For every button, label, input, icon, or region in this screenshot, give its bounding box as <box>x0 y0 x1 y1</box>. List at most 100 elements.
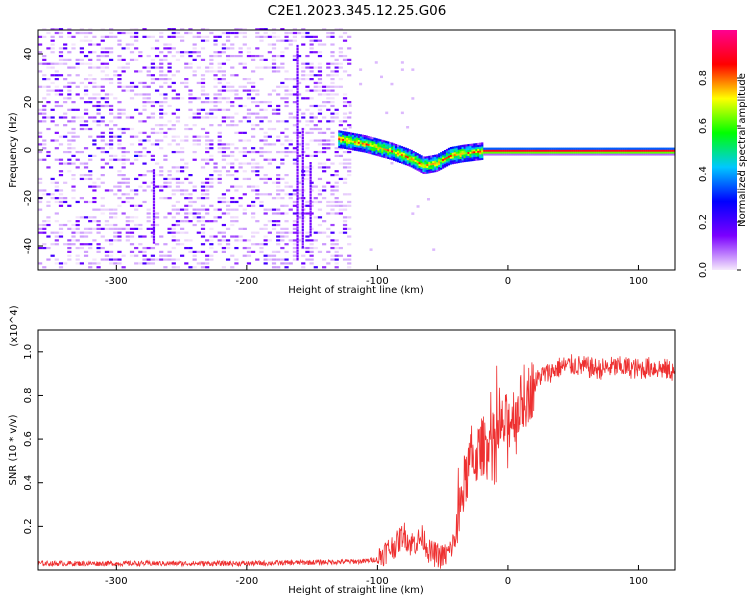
heatmap-signal-cell <box>393 147 396 150</box>
heatmap-cell <box>342 223 348 227</box>
heatmap-signal-cell <box>667 151 670 154</box>
heatmap-cell <box>288 139 293 142</box>
heatmap-cell <box>242 193 247 196</box>
heatmap-streak <box>301 220 304 223</box>
heatmap-streak <box>152 229 156 233</box>
heatmap-cell <box>146 220 151 223</box>
heatmap-signal-cell <box>481 155 484 159</box>
heatmap-cell <box>242 177 247 181</box>
heatmap-cell <box>125 223 130 227</box>
heatmap-signal-cell <box>338 139 341 143</box>
heatmap-cell <box>58 193 64 196</box>
heatmap-cell <box>125 66 130 69</box>
heatmap-signal-cell <box>649 153 652 156</box>
heatmap-signal-cell <box>465 155 468 159</box>
heatmap-cell <box>280 212 285 215</box>
heatmap-cell <box>213 166 218 169</box>
heatmap-signal-cell <box>414 157 417 160</box>
heatmap-cell <box>217 197 222 200</box>
heatmap-cell <box>58 174 64 177</box>
heatmap-signal-cell <box>473 145 476 148</box>
heatmap-cell <box>309 89 314 92</box>
heatmap-signal-cell <box>516 149 519 152</box>
heatmap-cell <box>242 239 247 242</box>
heatmap-cell <box>75 74 80 77</box>
heatmap-cell <box>217 150 222 154</box>
heatmap-signal-cell <box>447 161 451 164</box>
heatmap-signal-cell <box>655 151 658 154</box>
heatmap-signal-cell <box>612 147 615 150</box>
heatmap-streak <box>296 188 299 192</box>
heatmap-cell <box>309 246 314 250</box>
heatmap-signal-cell <box>669 151 672 154</box>
heatmap-signal-cell <box>665 147 668 150</box>
heatmap-cell <box>251 243 256 246</box>
heatmap-signal-cell <box>338 136 341 139</box>
heatmap-cell <box>146 208 151 211</box>
heatmap-signal-cell <box>402 148 406 151</box>
heatmap-signal-cell <box>663 149 666 152</box>
heatmap-cell <box>276 197 281 200</box>
heatmap-cell <box>301 66 306 69</box>
heatmap-cell <box>171 112 176 115</box>
heatmap-cell <box>205 147 210 150</box>
heatmap-signal-cell <box>459 152 462 156</box>
heatmap-signal-cell <box>471 145 474 148</box>
heatmap-streak <box>301 246 304 249</box>
heatmap-cell <box>347 266 352 269</box>
heatmap-cell <box>46 47 51 50</box>
colorbar-tick-label: 0.2 <box>698 214 709 230</box>
heatmap-cell <box>284 227 289 230</box>
heatmap-streak <box>296 258 299 261</box>
heatmap-cell <box>196 81 201 85</box>
heatmap-cell <box>54 124 59 127</box>
heatmap-cell <box>113 74 118 77</box>
heatmap-signal-cell <box>661 147 664 150</box>
heatmap-signal-cell <box>526 147 529 150</box>
snr-x-ticks: -300 -200 -100 0 100 <box>105 565 648 587</box>
heatmap-cell <box>54 235 59 238</box>
heatmap-cell <box>255 104 260 108</box>
heatmap-cell <box>167 28 172 31</box>
heatmap-signal-cell <box>483 151 486 154</box>
heatmap-cell <box>230 220 235 223</box>
heatmap-signal-cell <box>629 153 633 156</box>
heatmap-cell <box>246 204 252 207</box>
heatmap-cell <box>276 185 281 188</box>
heatmap-cell <box>242 208 247 211</box>
heatmap-cell <box>200 39 206 42</box>
heatmap-cell <box>42 28 47 31</box>
heatmap-signal-cell <box>449 162 453 165</box>
heatmap-cell <box>92 120 97 123</box>
heatmap-signal-cell <box>602 153 605 156</box>
heatmap-cell <box>129 135 135 138</box>
heatmap-cell <box>374 61 378 64</box>
heatmap-cell <box>292 147 297 150</box>
heatmap-signal-cell <box>534 153 537 156</box>
heatmap-cell <box>234 74 239 77</box>
heatmap-cell <box>338 254 343 257</box>
heatmap-signal-cell <box>653 149 656 152</box>
heatmap-signal-cell <box>541 147 545 150</box>
heatmap-streak <box>309 208 312 211</box>
heatmap-signal-cell <box>465 148 468 151</box>
heatmap-signal-cell <box>496 153 500 156</box>
heatmap-cell <box>326 212 331 215</box>
heatmap-signal-cell <box>565 153 568 156</box>
heatmap-signal-cell <box>477 152 480 155</box>
heatmap-signal-cell <box>457 153 460 156</box>
heatmap-cell <box>242 85 247 88</box>
heatmap-signal-cell <box>402 160 406 163</box>
heatmap-cell <box>347 200 352 204</box>
heatmap-cell <box>58 235 64 238</box>
heatmap-cell <box>154 258 160 261</box>
heatmap-cell <box>142 174 147 177</box>
heatmap-cell <box>142 162 147 165</box>
heatmap-cell <box>280 143 285 146</box>
heatmap-cell <box>313 51 318 54</box>
heatmap-cell <box>292 124 297 127</box>
heatmap-cell <box>322 150 327 154</box>
heatmap-cell <box>284 97 289 100</box>
y-tick-label: 20 <box>23 96 34 109</box>
heatmap-cell <box>38 231 43 234</box>
